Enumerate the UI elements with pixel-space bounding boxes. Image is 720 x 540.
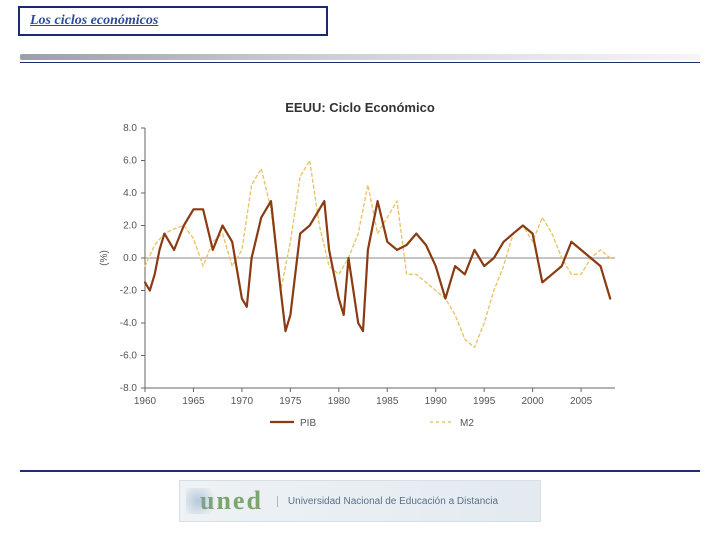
- uned-logo-full: Universidad Nacional de Educación a Dist…: [277, 496, 498, 507]
- y-tick-label: -6.0: [120, 351, 138, 362]
- x-tick-label: 1995: [473, 396, 496, 407]
- legend-label: PIB: [300, 418, 316, 429]
- x-tick-label: 2000: [522, 396, 545, 407]
- header-rule-line: [20, 62, 700, 63]
- x-tick-label: 1965: [182, 396, 205, 407]
- x-tick-label: 1990: [425, 396, 448, 407]
- x-tick-label: 2005: [570, 396, 593, 407]
- header-title-box: Los ciclos económicos: [18, 6, 328, 36]
- x-tick-label: 1960: [134, 396, 157, 407]
- y-tick-label: -4.0: [120, 318, 138, 329]
- footer: uned Universidad Nacional de Educación a…: [0, 470, 720, 540]
- y-tick-label: 8.0: [123, 123, 137, 134]
- footer-rule: [20, 470, 700, 472]
- y-tick-label: 6.0: [123, 156, 137, 167]
- x-tick-label: 1985: [376, 396, 399, 407]
- header-rule: [0, 48, 720, 70]
- series-M2: [145, 161, 610, 348]
- y-tick-label: 2.0: [123, 221, 137, 232]
- x-tick-label: 1980: [328, 396, 351, 407]
- y-tick-label: -8.0: [120, 383, 138, 394]
- header-title-text: Los ciclos económicos: [30, 13, 158, 29]
- y-axis-label: (%): [99, 250, 110, 266]
- uned-logo: uned Universidad Nacional de Educación a…: [179, 480, 541, 522]
- legend-label: M2: [460, 418, 474, 429]
- y-tick-label: 4.0: [123, 188, 137, 199]
- x-tick-label: 1975: [279, 396, 302, 407]
- chart-svg: 8.0 6.0 4.0 2.0 0.0 -2.0 -4.0 -6.0 -8.0 1960 1965 1…: [90, 100, 630, 460]
- y-tick-label: -2.0: [120, 286, 138, 297]
- chart-container: EEUU: Ciclo Económico 8.06.04.02.00.0-2.…: [90, 100, 630, 460]
- x-tick-label: 1970: [231, 396, 254, 407]
- y-tick-label: 0.0: [123, 253, 137, 264]
- uned-logo-short: uned: [180, 486, 277, 516]
- header-rule-bar: [20, 54, 700, 60]
